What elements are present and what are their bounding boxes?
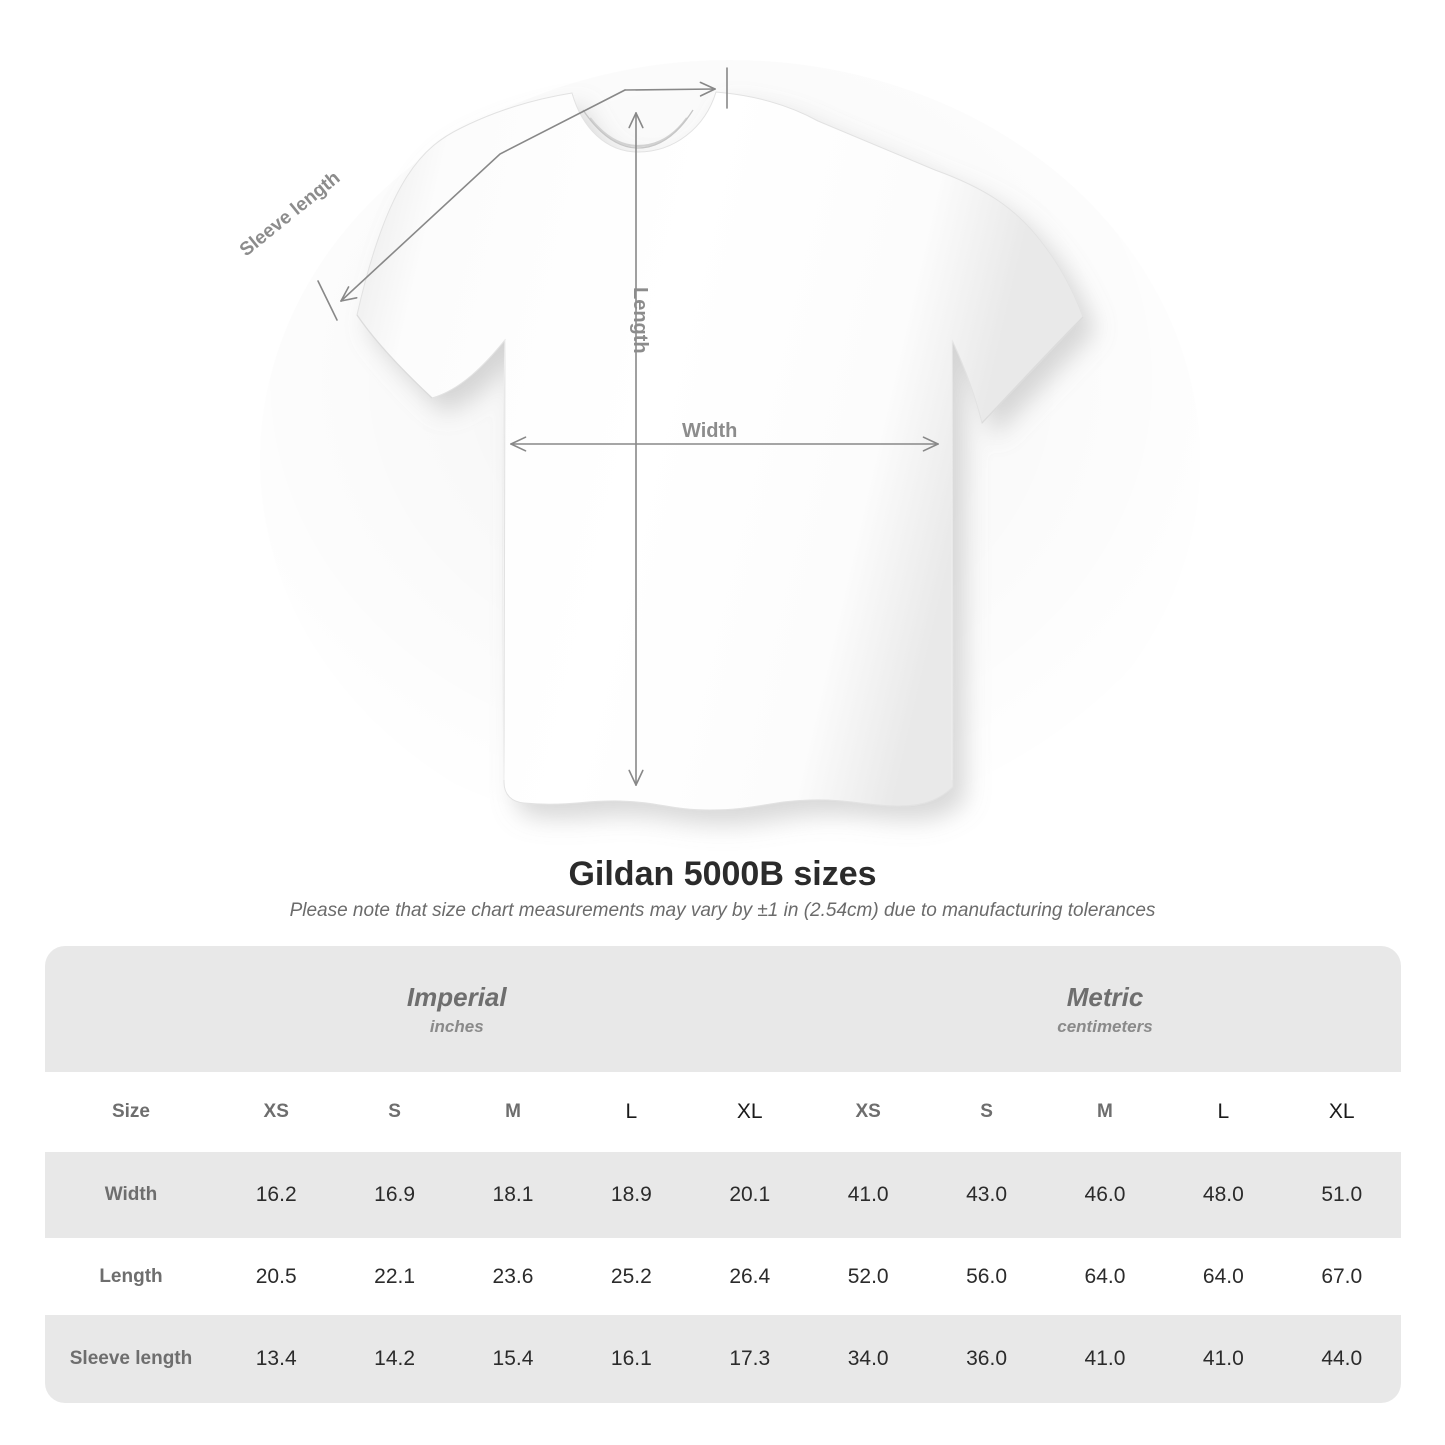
svg-text:Length: Length xyxy=(629,287,651,354)
svg-text:Width: Width xyxy=(682,420,737,442)
svg-text:Sleeve length: Sleeve length xyxy=(236,167,344,260)
